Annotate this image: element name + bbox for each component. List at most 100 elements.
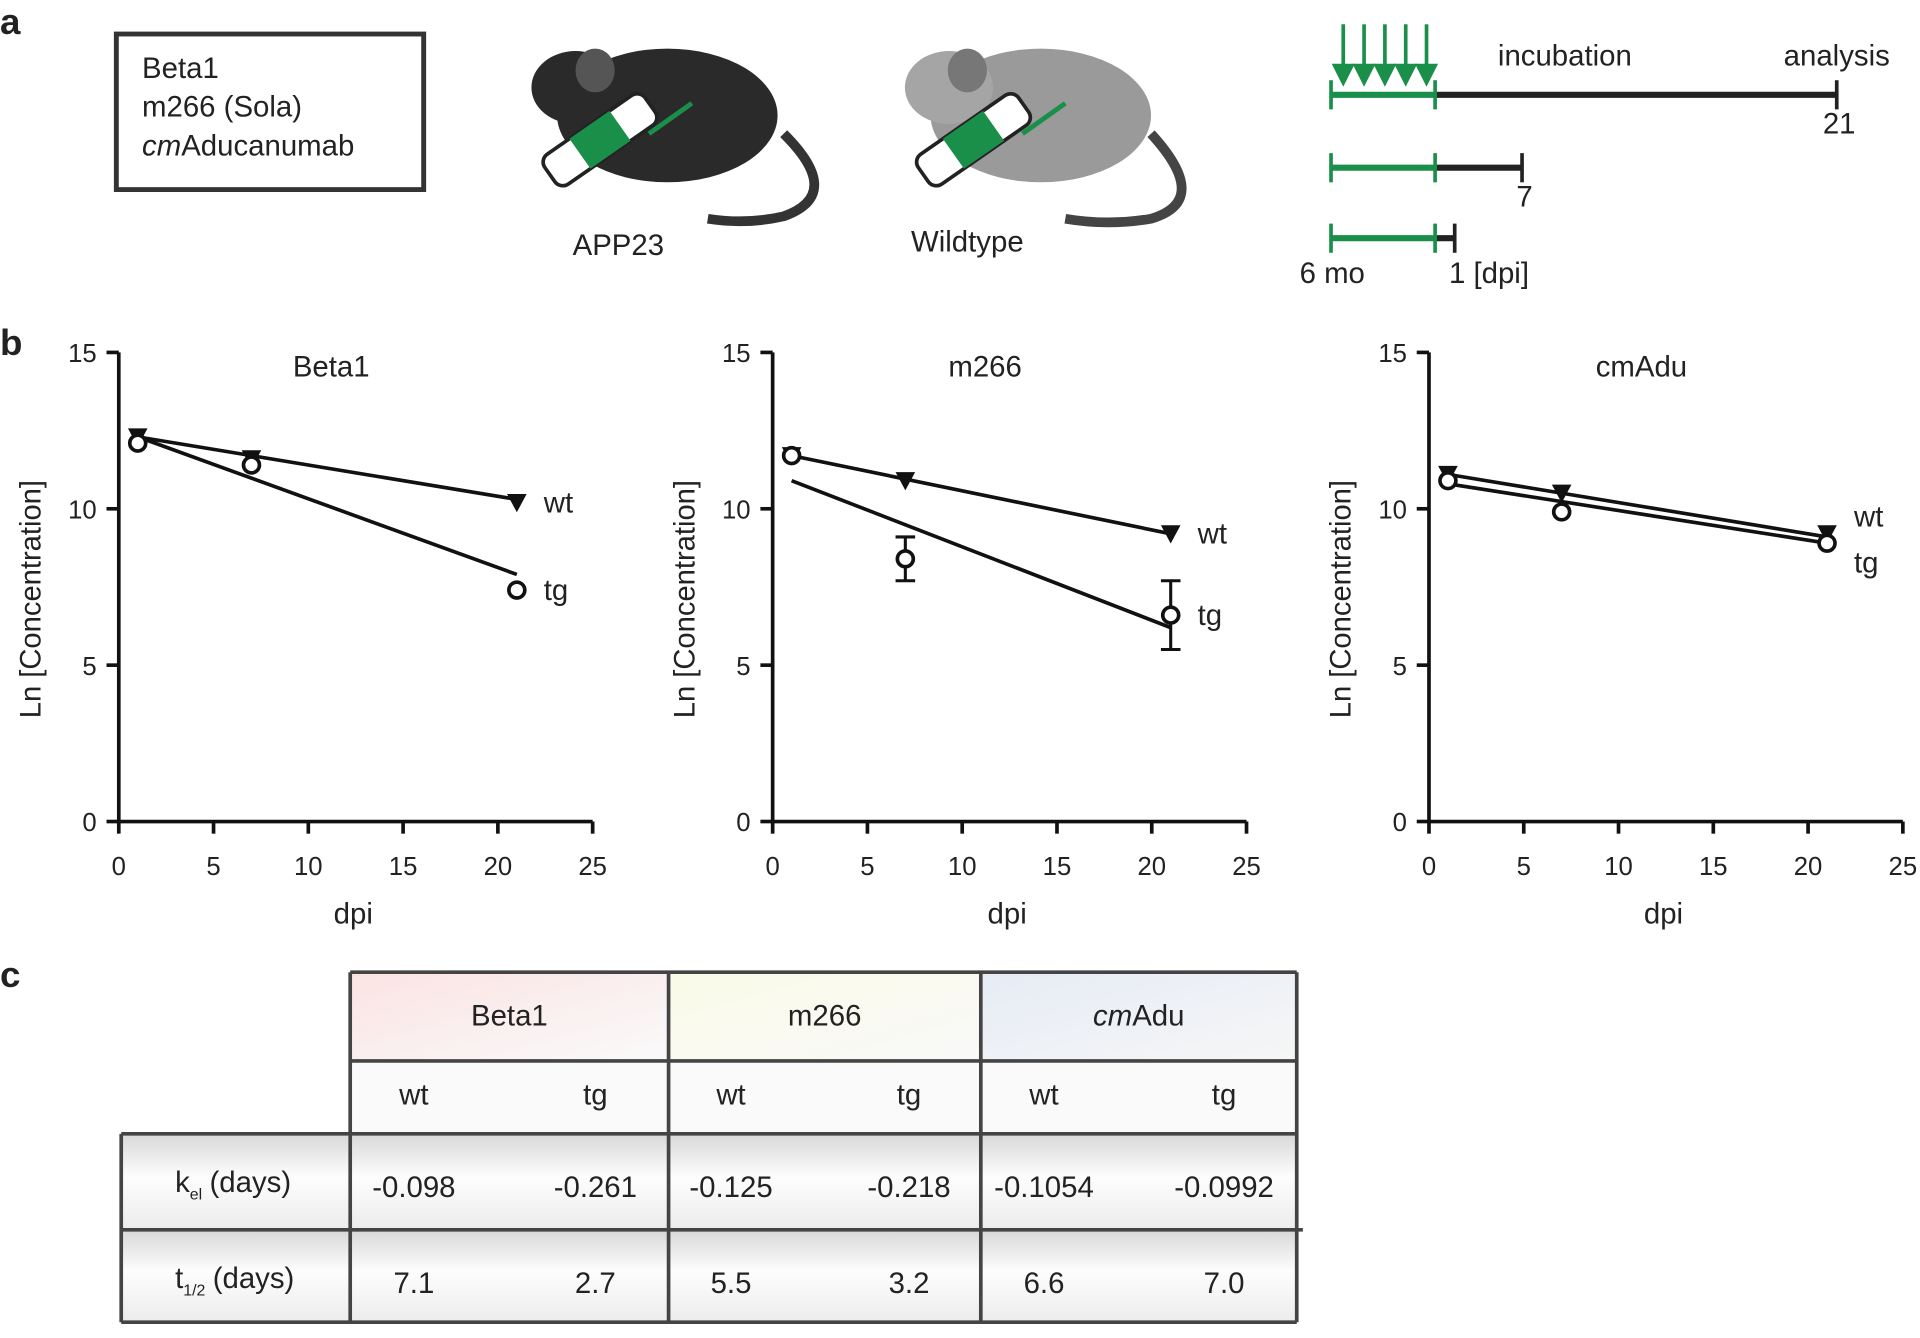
y-tick-label: 10 (722, 497, 751, 525)
x-tick-label: 15 (1699, 853, 1728, 881)
row-label: t1/2 (days) (175, 1263, 294, 1299)
table-subheader-cell (350, 1060, 669, 1134)
fit-line (790, 478, 1172, 630)
series-label: tg (1198, 600, 1223, 632)
table-group: Beta1 (471, 1001, 548, 1033)
chart-title: cmAdu (1596, 352, 1687, 384)
chart-title: m266 (948, 352, 1021, 384)
timeline-label: 1 [dpi] (1449, 258, 1529, 290)
x-tick-label: 0 (1422, 853, 1436, 881)
series-label: wt (543, 487, 573, 519)
x-tick-label: 10 (948, 853, 977, 881)
y-tick-label: 0 (82, 809, 96, 837)
y-axis-label: Ln [Concentration] (1326, 480, 1358, 718)
table-subheader: wt (398, 1080, 428, 1112)
row-unit: (days) (213, 1263, 295, 1295)
x-tick-label: 25 (1889, 853, 1918, 881)
y-axis-label: Ln [Concentration] (669, 480, 701, 718)
marker (507, 494, 527, 513)
table-cell: -0.0992 (1174, 1172, 1274, 1204)
table-cell: -0.218 (867, 1172, 950, 1204)
table-row-bg (121, 1229, 1297, 1323)
x-tick-label: 15 (1043, 853, 1072, 881)
row-label: kel (days) (175, 1167, 291, 1203)
marker (1160, 525, 1181, 544)
antibody: cmAducanumab (142, 131, 354, 163)
table-subheader: wt (1028, 1080, 1058, 1112)
marker (1160, 605, 1181, 625)
fit-line (137, 435, 518, 502)
table-subheader-cell (980, 1060, 1297, 1134)
marker (127, 433, 148, 453)
fit-line (1447, 481, 1828, 545)
y-tick-label: 0 (1393, 809, 1407, 837)
y-tick-label: 15 (68, 340, 97, 368)
timeline (1329, 24, 1839, 253)
marker (1438, 470, 1458, 491)
mouse-wt (904, 48, 1187, 228)
table-header-cell (350, 972, 669, 1061)
y-tick-label: 0 (736, 809, 750, 837)
table-cell: 2.7 (575, 1268, 616, 1300)
table-cell: 7.0 (1204, 1268, 1245, 1300)
x-tick-label: 15 (389, 853, 418, 881)
x-tick-label: 0 (766, 853, 780, 881)
marker (781, 445, 802, 466)
group-name: Adu (1132, 1001, 1184, 1033)
table-cell: 5.5 (711, 1268, 752, 1300)
chart-title: Beta1 (293, 352, 370, 384)
antibody-prefix: cm (142, 131, 181, 163)
x-tick-label: 0 (112, 853, 126, 881)
table-subheader-cell (668, 1060, 981, 1134)
timeline-label: 7 (1516, 182, 1532, 214)
table-subheader: tg (1212, 1080, 1237, 1112)
row-unit: (days) (210, 1167, 292, 1199)
table-subheader: wt (715, 1080, 745, 1112)
series-label: tg (544, 575, 569, 607)
x-axis-label: dpi (1644, 899, 1683, 931)
antibody-box (113, 31, 427, 193)
y-axis-label: Ln [Concentration] (15, 480, 47, 718)
y-tick-label: 15 (722, 340, 751, 368)
table-header-cell (668, 972, 981, 1061)
marker (1551, 484, 1572, 503)
x-tick-label: 25 (1232, 853, 1261, 881)
x-tick-label: 20 (484, 853, 513, 881)
series-label: tg (1854, 547, 1879, 579)
y-tick-label: 5 (736, 653, 750, 681)
fit-line (137, 435, 518, 577)
row-symbol: k (175, 1167, 190, 1199)
table-group: cmAdu (1093, 1001, 1184, 1033)
row-symbol: t (175, 1263, 183, 1295)
group-name: m266 (788, 1001, 861, 1033)
x-tick-label: 10 (1604, 853, 1633, 881)
y-tick-label: 10 (68, 497, 97, 525)
y-tick-label: 5 (1393, 653, 1407, 681)
table-subheader: tg (583, 1080, 608, 1112)
x-axis-label: dpi (988, 899, 1027, 931)
y-tick-label: 5 (82, 653, 96, 681)
table-cell: -0.098 (372, 1172, 455, 1204)
mouse-label: APP23 (573, 230, 664, 262)
mouse-tg (531, 48, 820, 227)
antibody: Beta1 (142, 53, 219, 85)
series-label: wt (1197, 519, 1227, 551)
table-cell: -0.1054 (994, 1172, 1094, 1204)
marker (507, 580, 527, 600)
x-tick-label: 20 (1137, 853, 1166, 881)
panel-label: c (0, 954, 20, 995)
timeline-label: incubation (1498, 41, 1632, 73)
x-tick-label: 10 (294, 853, 323, 881)
table-cell: 3.2 (889, 1268, 930, 1300)
group-name: Beta1 (471, 1001, 548, 1033)
timeline-label: analysis (1784, 41, 1890, 73)
x-tick-label: 5 (860, 853, 874, 881)
x-tick-label: 25 (578, 853, 607, 881)
table-cell: -0.261 (554, 1172, 637, 1204)
antibody-name: Aducanumab (181, 131, 354, 163)
table-group: m266 (788, 1001, 861, 1033)
marker (241, 455, 262, 475)
table-cell: 7.1 (393, 1268, 434, 1300)
